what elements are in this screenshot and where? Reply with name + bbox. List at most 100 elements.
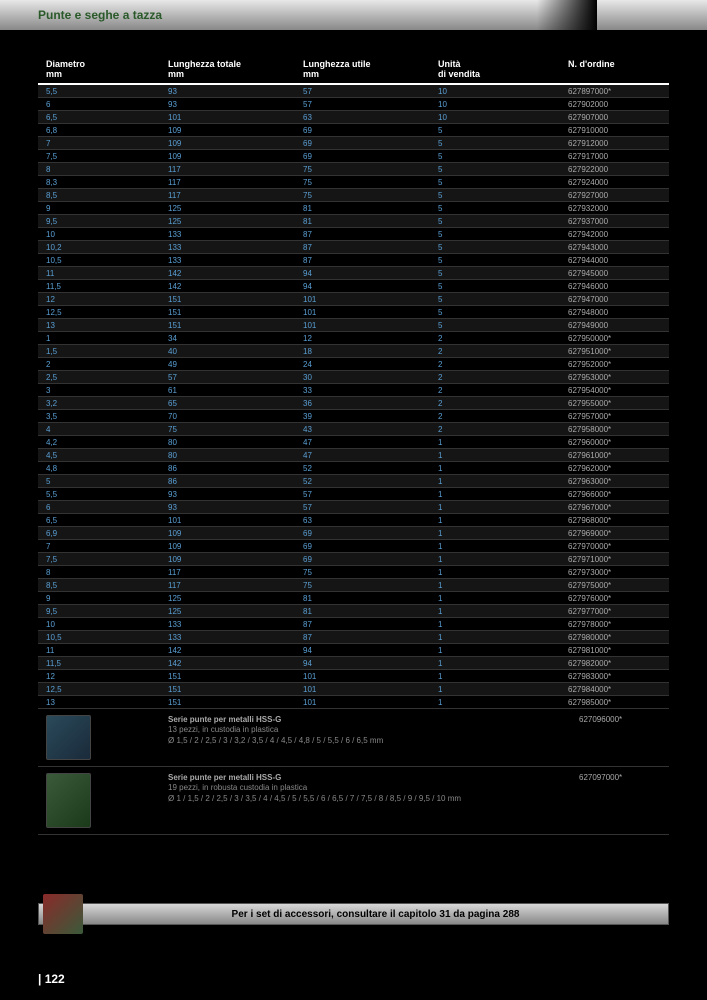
cell-ordine: 627980000* — [568, 633, 669, 642]
table-row: 10133875627942000 — [38, 228, 669, 241]
cell-ordine: 627910000 — [568, 126, 669, 135]
cell-lung-tot: 80 — [168, 451, 303, 460]
cell-diametro: 6,9 — [38, 529, 168, 538]
table-row: 131511015627949000 — [38, 319, 669, 332]
cell-ordine: 627942000 — [568, 230, 669, 239]
cell-lung-tot: 151 — [168, 295, 303, 304]
cell-lung-tot: 93 — [168, 503, 303, 512]
cell-ordine: 627953000* — [568, 373, 669, 382]
cell-diametro: 9 — [38, 204, 168, 213]
table-row: 6,9109691627969000* — [38, 527, 669, 540]
set-order: 627096000* — [579, 715, 669, 760]
cell-unita: 10 — [438, 113, 568, 122]
cell-ordine: 627954000* — [568, 386, 669, 395]
cell-lung-tot: 86 — [168, 477, 303, 486]
cell-ordine: 627967000* — [568, 503, 669, 512]
cell-lung-tot: 151 — [168, 308, 303, 317]
cell-lung-utile: 101 — [303, 295, 438, 304]
cell-diametro: 12 — [38, 672, 168, 681]
page-number: | 122 — [38, 972, 65, 986]
table-header: Diametromm Lunghezza totalemm Lunghezza … — [38, 55, 669, 85]
cell-unita: 1 — [438, 542, 568, 551]
cell-diametro: 5,5 — [38, 87, 168, 96]
cell-diametro: 13 — [38, 321, 168, 330]
cell-unita: 5 — [438, 256, 568, 265]
cell-lung-utile: 52 — [303, 464, 438, 473]
cell-lung-utile: 81 — [303, 217, 438, 226]
table-row: 8,5117755627927000 — [38, 189, 669, 202]
table-row: 8117755627922000 — [38, 163, 669, 176]
cell-ordine: 627969000* — [568, 529, 669, 538]
cell-unita: 1 — [438, 672, 568, 681]
cell-diametro: 1,5 — [38, 347, 168, 356]
table-row: 5,593571627966000* — [38, 488, 669, 501]
cell-ordine: 627960000* — [568, 438, 669, 447]
cell-ordine: 627958000* — [568, 425, 669, 434]
cell-lung-tot: 125 — [168, 217, 303, 226]
cell-ordine: 627982000* — [568, 659, 669, 668]
cell-lung-utile: 69 — [303, 529, 438, 538]
cell-unita: 5 — [438, 282, 568, 291]
cell-diametro: 2,5 — [38, 373, 168, 382]
footer-banner: Per i set di accessori, consultare il ca… — [38, 903, 669, 925]
table-row: 134122627950000* — [38, 332, 669, 345]
cell-lung-utile: 47 — [303, 438, 438, 447]
table-row: 475432627958000* — [38, 423, 669, 436]
table-row: 4,580471627961000* — [38, 449, 669, 462]
cell-lung-utile: 81 — [303, 204, 438, 213]
cell-lung-tot: 40 — [168, 347, 303, 356]
cell-diametro: 7,5 — [38, 152, 168, 161]
cell-ordine: 627927000 — [568, 191, 669, 200]
table-row: 5,5935710627897000* — [38, 85, 669, 98]
cell-unita: 2 — [438, 386, 568, 395]
cell-diametro: 6 — [38, 100, 168, 109]
cell-unita: 1 — [438, 698, 568, 707]
table-row: 10,5133875627944000 — [38, 254, 669, 267]
cell-diametro: 3,2 — [38, 399, 168, 408]
cell-lung-utile: 75 — [303, 568, 438, 577]
table-row: 8,5117751627975000* — [38, 579, 669, 592]
cell-lung-tot: 57 — [168, 373, 303, 382]
cell-lung-tot: 109 — [168, 126, 303, 135]
cell-diametro: 6,5 — [38, 113, 168, 122]
cell-ordine: 627970000* — [568, 542, 669, 551]
col-ordine: N. d'ordine — [568, 59, 669, 79]
cell-ordine: 627946000 — [568, 282, 669, 291]
cell-lung-tot: 117 — [168, 165, 303, 174]
cell-ordine: 627897000* — [568, 87, 669, 96]
cell-ordine: 627922000 — [568, 165, 669, 174]
cell-lung-utile: 87 — [303, 243, 438, 252]
table-row: 9125811627976000* — [38, 592, 669, 605]
cell-lung-utile: 75 — [303, 191, 438, 200]
cell-unita: 1 — [438, 620, 568, 629]
cell-lung-utile: 101 — [303, 672, 438, 681]
cell-unita: 5 — [438, 152, 568, 161]
table-row: 9125815627932000 — [38, 202, 669, 215]
cell-unita: 10 — [438, 87, 568, 96]
cell-lung-tot: 75 — [168, 425, 303, 434]
cell-lung-utile: 81 — [303, 607, 438, 616]
cell-lung-utile: 69 — [303, 152, 438, 161]
cell-ordine: 627943000 — [568, 243, 669, 252]
cell-lung-utile: 81 — [303, 594, 438, 603]
cell-ordine: 627937000 — [568, 217, 669, 226]
set-desc: Serie punte per metalli HSS-G13 pezzi, i… — [168, 715, 579, 760]
cell-unita: 5 — [438, 178, 568, 187]
cell-ordine: 627952000* — [568, 360, 669, 369]
cell-lung-tot: 93 — [168, 100, 303, 109]
cell-diametro: 8 — [38, 165, 168, 174]
cell-unita: 5 — [438, 191, 568, 200]
cell-lung-tot: 133 — [168, 633, 303, 642]
cell-lung-utile: 94 — [303, 282, 438, 291]
cell-unita: 5 — [438, 295, 568, 304]
set-desc: Serie punte per metalli HSS-G19 pezzi, i… — [168, 773, 579, 828]
cell-unita: 1 — [438, 529, 568, 538]
table-row: 586521627963000* — [38, 475, 669, 488]
cell-unita: 5 — [438, 321, 568, 330]
table-row: 7109691627970000* — [38, 540, 669, 553]
cell-lung-tot: 49 — [168, 360, 303, 369]
cell-unita: 1 — [438, 594, 568, 603]
cell-unita: 1 — [438, 490, 568, 499]
cell-lung-utile: 94 — [303, 269, 438, 278]
col-unita: Unitàdi vendita — [438, 59, 568, 79]
